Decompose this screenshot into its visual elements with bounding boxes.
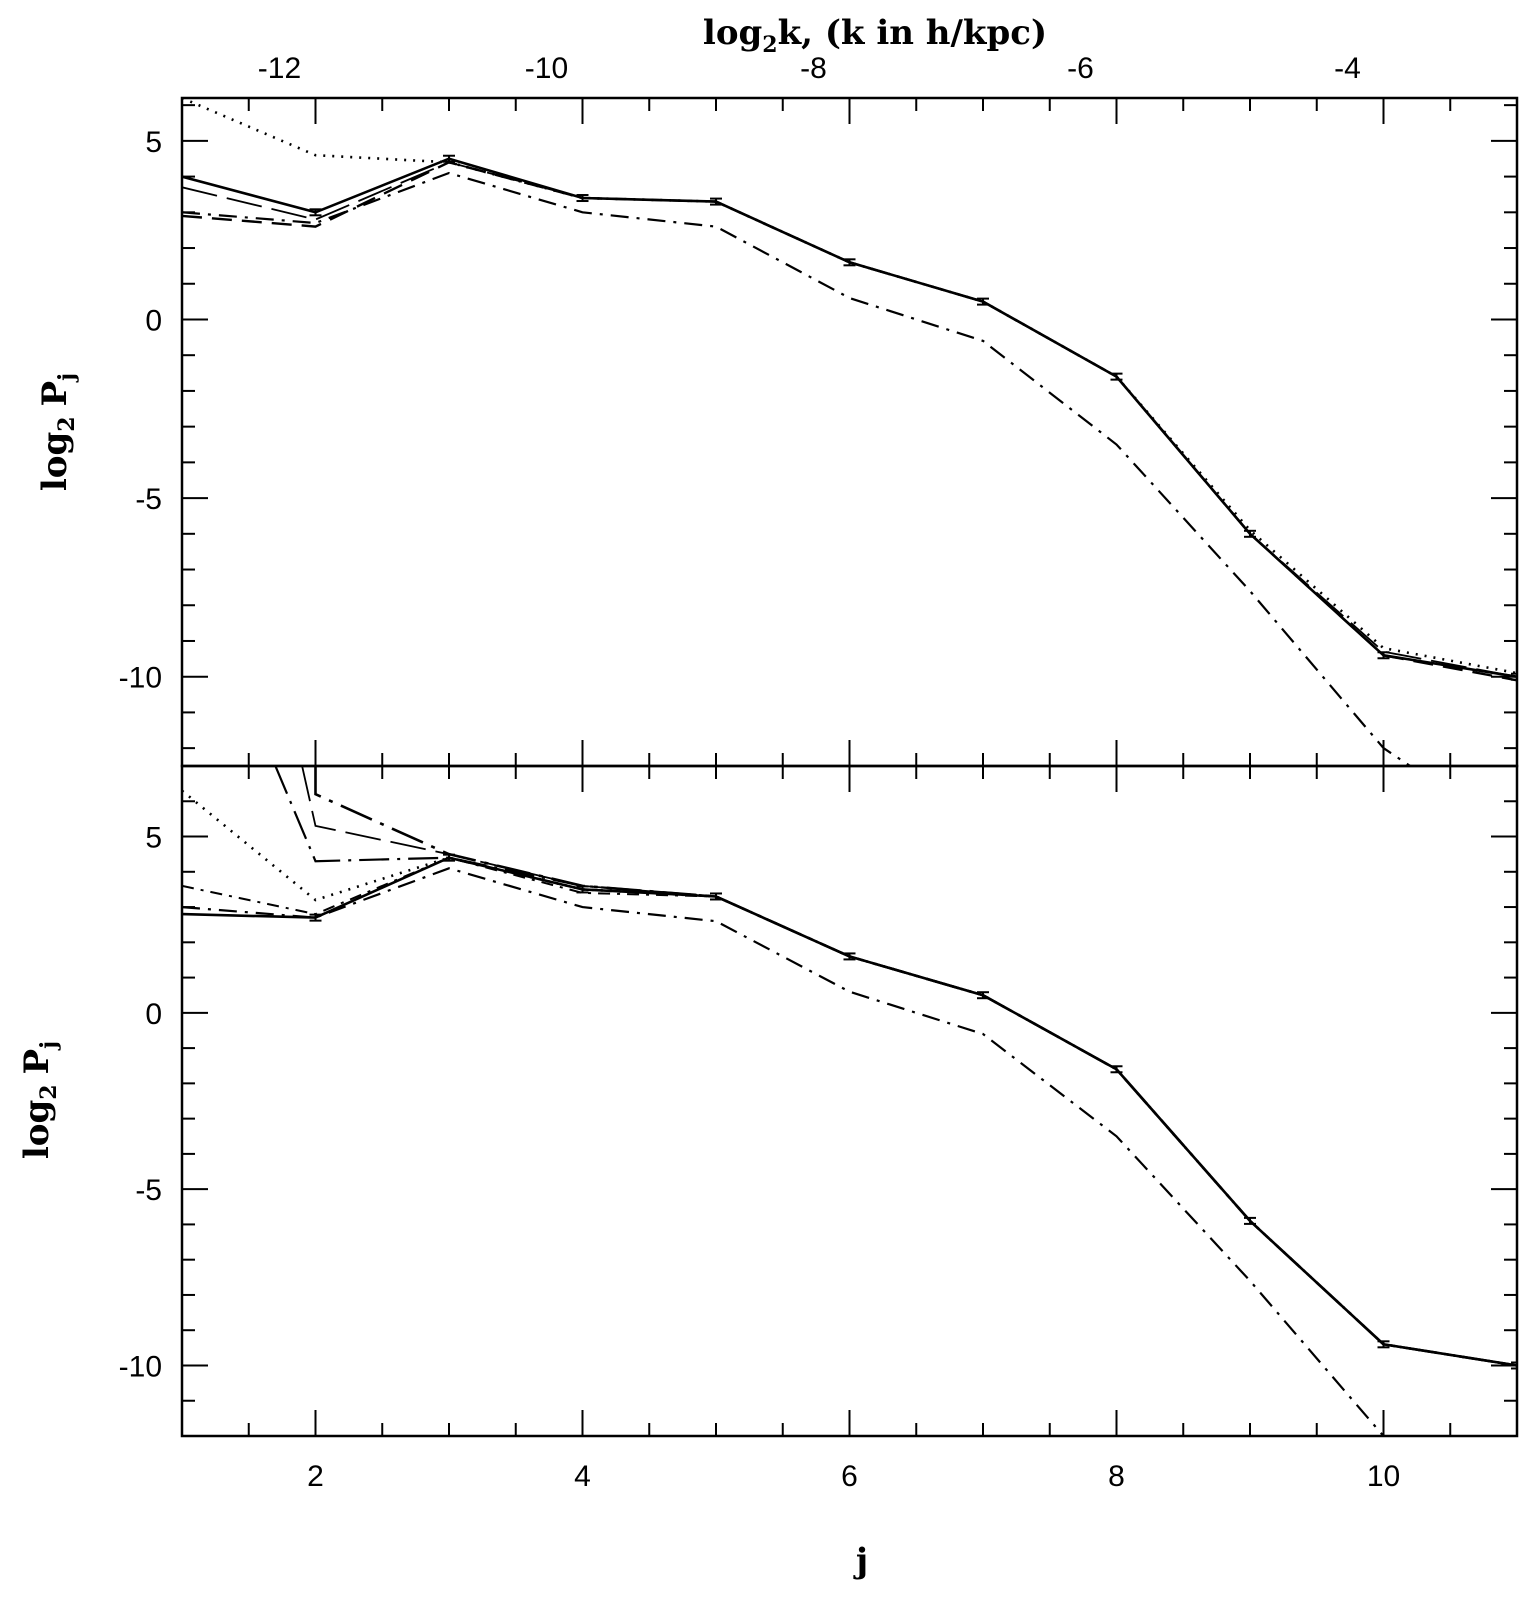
top-axis-title-main: log (703, 13, 762, 53)
bottom-panel-y-axis-title: log2 Pj (17, 1041, 62, 1159)
bottom-series-line-long-dash-dot-heavy (314, 766, 1517, 1367)
bottom-series-line-dash-dot (182, 867, 1385, 1436)
top-y-title-sub: 2 (54, 416, 80, 431)
top-y-tick-label: 0 (145, 304, 162, 337)
top-axis-title: log2k, (k in h/kpc) (703, 13, 1047, 58)
bottom-y-title-main: log (17, 1100, 57, 1159)
top-series-line-dash-dot (182, 171, 1411, 766)
top-axis-title-tail: k, (k in h/kpc) (778, 13, 1047, 53)
top-axis-tick-label: -8 (800, 52, 827, 85)
top-panel: 5 0 -5 -10 -12 -10 -8 -6 -4 log2 Pj (35, 52, 1519, 768)
bottom-panel-y-tick-labels: 5 0 -5 -10 (119, 822, 162, 1384)
bottom-series-line-solid (182, 856, 1517, 1367)
top-y-tick-label: -5 (135, 483, 162, 516)
top-y-tick-label: -10 (119, 662, 162, 695)
x-tick-label: 6 (841, 1460, 858, 1493)
top-axis-title-sub: 2 (762, 32, 777, 58)
bottom-series-line-dotted (182, 789, 1517, 1367)
x-axis-title: j (853, 1541, 868, 1581)
bottom-panel-x-tick-labels: 2 4 6 8 10 (307, 1460, 1400, 1493)
bottom-y-tick-label: 0 (145, 998, 162, 1031)
bottom-panel-frame (180, 764, 1519, 1438)
bottom-y-tick-label: -5 (135, 1174, 162, 1207)
top-series-line-long-dash (182, 161, 1517, 678)
bottom-panel-ticks (181, 765, 1518, 1437)
top-series-line-solid (182, 157, 1517, 678)
top-panel-y-tick-labels: 5 0 -5 -10 (119, 126, 162, 695)
top-panel-y-axis-title: log2 Pj (35, 373, 80, 491)
bottom-series-line-long-dash (301, 766, 1517, 1367)
top-y-title-tail: P (35, 381, 75, 407)
top-panel-ticks (181, 98, 1518, 766)
bottom-y-title-sub: 2 (36, 1084, 62, 1099)
x-tick-label: 4 (574, 1460, 591, 1493)
top-panel-frame (180, 96, 1519, 768)
bottom-y-title-sub2: j (36, 1041, 62, 1051)
top-y-title-sub2: j (54, 373, 80, 383)
top-series-line-dashed (182, 161, 1517, 682)
top-y-tick-label: 5 (145, 126, 162, 159)
bottom-y-tick-label: -10 (119, 1350, 162, 1383)
x-tick-label: 8 (1108, 1460, 1125, 1493)
x-tick-label: 2 (307, 1460, 324, 1493)
top-panel-series (182, 98, 1517, 766)
top-axis-tick-label: -10 (525, 52, 568, 85)
bottom-panel: 50-5-10 2 4 6 8 10 log2Pj j (17, 764, 1519, 1581)
top-y-title-main: log (35, 432, 75, 491)
top-axis-tick-label: -6 (1067, 52, 1094, 85)
bottom-y-tick-label: 5 (145, 822, 162, 855)
top-series-line-dotted (182, 98, 1517, 675)
bottom-y-title-tail: P (17, 1049, 57, 1075)
top-axis-tick-label: -4 (1334, 52, 1361, 85)
bottom-series-line-dash-dot-short (182, 856, 1517, 1367)
top-axis-tick-label: -12 (258, 52, 301, 85)
bottom-panel-series (182, 766, 1517, 1436)
x-tick-label: 10 (1367, 1460, 1400, 1493)
top-axis-tick-labels: -12 -10 -8 -6 -4 (258, 52, 1361, 85)
